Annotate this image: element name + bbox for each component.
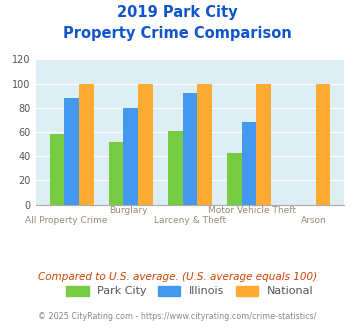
Bar	[256, 83, 271, 205]
Text: © 2025 CityRating.com - https://www.cityrating.com/crime-statistics/: © 2025 CityRating.com - https://www.city…	[38, 312, 317, 321]
Text: Compared to U.S. average. (U.S. average equals 100): Compared to U.S. average. (U.S. average …	[38, 272, 317, 282]
Bar	[242, 122, 256, 205]
Bar	[79, 83, 94, 205]
Bar	[197, 83, 212, 205]
Bar	[168, 131, 182, 205]
Text: 2019 Park City: 2019 Park City	[117, 5, 238, 20]
Text: All Property Crime: All Property Crime	[25, 216, 108, 225]
Text: Arson: Arson	[301, 216, 326, 225]
Text: Motor Vehicle Theft: Motor Vehicle Theft	[208, 206, 296, 215]
Bar	[64, 98, 79, 205]
Text: Burglary: Burglary	[109, 206, 147, 215]
Bar	[227, 152, 242, 205]
Bar	[138, 83, 153, 205]
Bar	[124, 108, 138, 205]
Bar	[50, 134, 64, 205]
Text: Property Crime Comparison: Property Crime Comparison	[63, 26, 292, 41]
Legend: Park City, Illinois, National: Park City, Illinois, National	[66, 286, 313, 296]
Bar	[182, 93, 197, 205]
Text: Larceny & Theft: Larceny & Theft	[154, 216, 226, 225]
Bar	[109, 142, 124, 205]
Bar	[316, 83, 330, 205]
